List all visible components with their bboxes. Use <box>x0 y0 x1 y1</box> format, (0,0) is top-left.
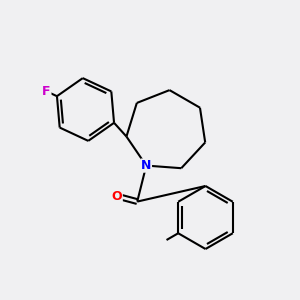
Text: O: O <box>112 190 122 203</box>
Text: F: F <box>42 85 51 98</box>
Text: N: N <box>141 159 152 172</box>
